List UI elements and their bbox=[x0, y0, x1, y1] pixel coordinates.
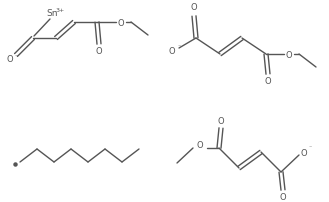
Text: O: O bbox=[7, 55, 13, 63]
Text: O: O bbox=[96, 47, 102, 57]
Text: O: O bbox=[301, 148, 307, 158]
Text: O: O bbox=[218, 117, 224, 125]
Text: 3+: 3+ bbox=[55, 8, 64, 14]
Text: O: O bbox=[191, 3, 197, 13]
Text: Sn: Sn bbox=[46, 9, 58, 19]
Text: O: O bbox=[169, 47, 175, 57]
Text: ⁻: ⁻ bbox=[14, 54, 18, 60]
Text: ⁻: ⁻ bbox=[177, 45, 181, 50]
Text: O: O bbox=[286, 50, 292, 60]
Text: O: O bbox=[197, 141, 203, 149]
Text: O: O bbox=[265, 78, 271, 86]
Text: ⁻: ⁻ bbox=[308, 146, 312, 152]
Text: O: O bbox=[280, 193, 286, 202]
Text: O: O bbox=[118, 19, 124, 27]
